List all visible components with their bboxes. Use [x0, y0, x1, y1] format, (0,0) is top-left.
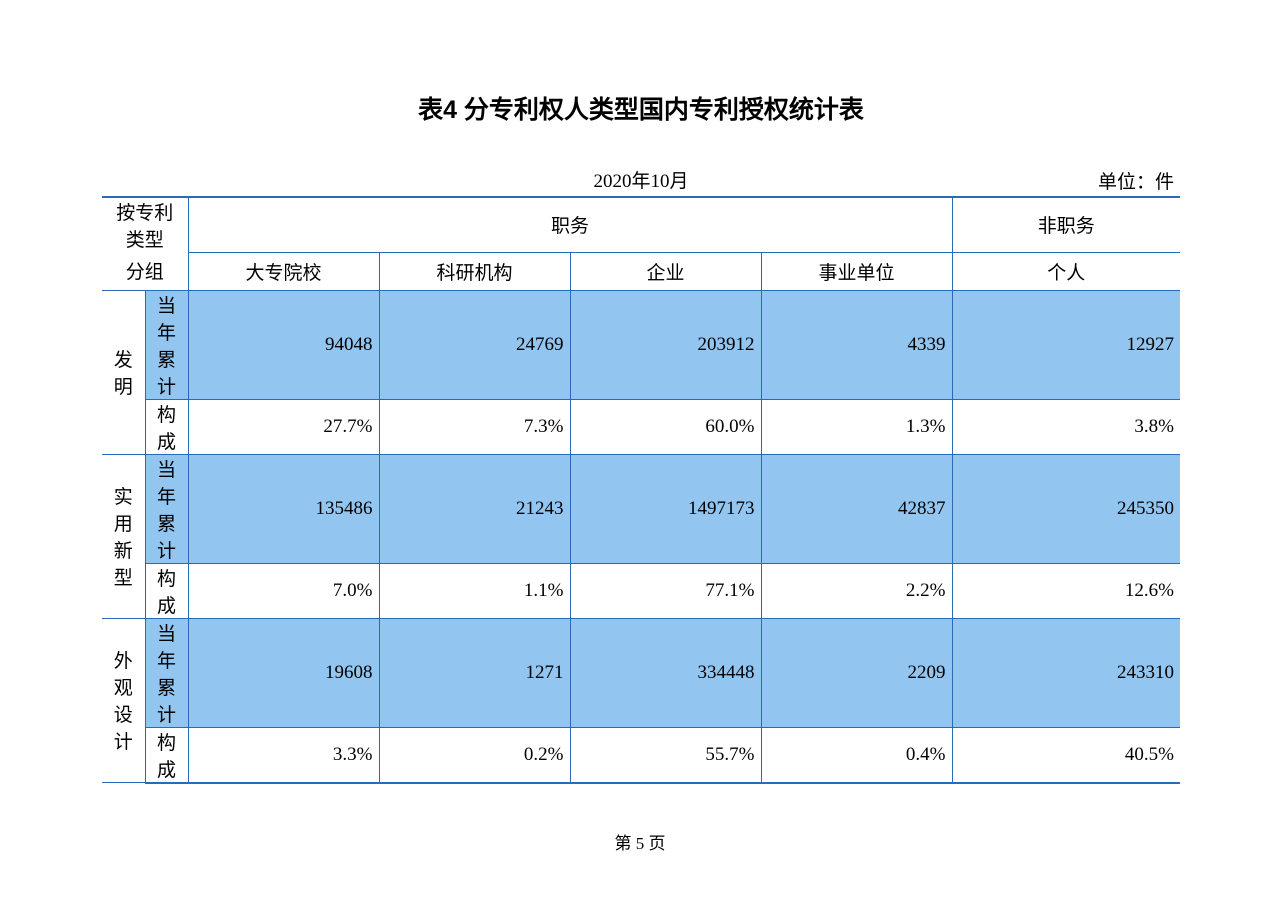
table-row: 构成 3.3% 0.2% 55.7% 0.4% 40.5% — [102, 727, 1180, 783]
data-cell: 2209 — [761, 618, 952, 727]
data-cell: 55.7% — [570, 727, 761, 783]
table-row: 构成 27.7% 7.3% 60.0% 1.3% 3.8% — [102, 399, 1180, 454]
table-row: 外观设计 当年累计 19608 1271 334448 2209 243310 — [102, 618, 1180, 727]
data-cell: 3.8% — [952, 399, 1180, 454]
header-duty: 职务 — [188, 197, 952, 252]
header-group-bottom: 分组 — [102, 252, 188, 290]
category-cell: 实用新型 — [102, 454, 145, 618]
row-label-comp: 构成 — [145, 727, 188, 783]
row-label-cum: 当年累计 — [145, 290, 188, 399]
header-row-1: 按专利类型 职务 非职务 — [102, 197, 1180, 252]
data-cell: 77.1% — [570, 563, 761, 618]
document-page: 表4 分专利权人类型国内专利授权统计表 2020年10月 单位：件 按专利类型 … — [0, 0, 1280, 784]
header-col3: 企业 — [570, 252, 761, 290]
data-cell: 60.0% — [570, 399, 761, 454]
header-row-2: 分组 大专院校 科研机构 企业 事业单位 个人 — [102, 252, 1180, 290]
stats-table: 按专利类型 职务 非职务 分组 大专院校 科研机构 企业 事业单位 个人 发明 … — [102, 196, 1180, 784]
data-cell: 243310 — [952, 618, 1180, 727]
data-cell: 1497173 — [570, 454, 761, 563]
data-cell: 245350 — [952, 454, 1180, 563]
row-label-cum: 当年累计 — [145, 618, 188, 727]
data-cell: 3.3% — [188, 727, 379, 783]
data-cell: 203912 — [570, 290, 761, 399]
header-col2: 科研机构 — [379, 252, 570, 290]
table-row: 发明 当年累计 94048 24769 203912 4339 12927 — [102, 290, 1180, 399]
category-cell: 发明 — [102, 290, 145, 454]
data-cell: 1.3% — [761, 399, 952, 454]
data-cell: 4339 — [761, 290, 952, 399]
data-cell: 0.2% — [379, 727, 570, 783]
table-row: 构成 7.0% 1.1% 77.1% 2.2% 12.6% — [102, 563, 1180, 618]
data-cell: 24769 — [379, 290, 570, 399]
data-cell: 7.0% — [188, 563, 379, 618]
data-cell: 0.4% — [761, 727, 952, 783]
row-label-cum: 当年累计 — [145, 454, 188, 563]
meta-row: 2020年10月 单位：件 — [102, 166, 1180, 194]
header-group-top: 按专利类型 — [102, 197, 188, 252]
data-cell: 334448 — [570, 618, 761, 727]
data-cell: 12.6% — [952, 563, 1180, 618]
category-cell: 外观设计 — [102, 618, 145, 783]
header-col4: 事业单位 — [761, 252, 952, 290]
data-cell: 19608 — [188, 618, 379, 727]
row-label-comp: 构成 — [145, 399, 188, 454]
data-cell: 27.7% — [188, 399, 379, 454]
data-cell: 7.3% — [379, 399, 570, 454]
data-cell: 12927 — [952, 290, 1180, 399]
unit-label: 单位：件 — [1098, 167, 1174, 194]
header-col5: 个人 — [952, 252, 1180, 290]
row-label-comp: 构成 — [145, 563, 188, 618]
data-cell: 42837 — [761, 454, 952, 563]
data-cell: 1271 — [379, 618, 570, 727]
header-col1: 大专院校 — [188, 252, 379, 290]
data-cell: 2.2% — [761, 563, 952, 618]
data-cell: 21243 — [379, 454, 570, 563]
page-footer: 第 5 页 — [0, 829, 1280, 854]
table-title: 表4 分专利权人类型国内专利授权统计表 — [102, 90, 1180, 126]
data-cell: 94048 — [188, 290, 379, 399]
date-label: 2020年10月 — [593, 166, 688, 193]
data-cell: 1.1% — [379, 563, 570, 618]
table-row: 实用新型 当年累计 135486 21243 1497173 42837 245… — [102, 454, 1180, 563]
data-cell: 40.5% — [952, 727, 1180, 783]
header-nonduty: 非职务 — [952, 197, 1180, 252]
data-cell: 135486 — [188, 454, 379, 563]
